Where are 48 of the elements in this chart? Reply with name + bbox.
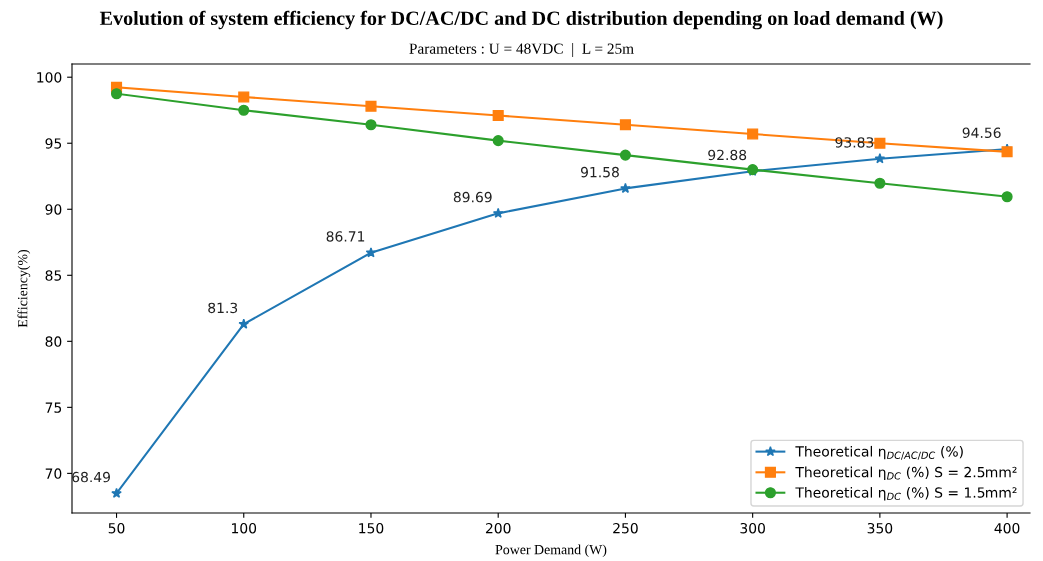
- y-tick-label: 70: [45, 468, 62, 479]
- point: [492, 135, 504, 147]
- point: [492, 207, 504, 218]
- point: [619, 149, 631, 161]
- x-tick-label: 400: [994, 522, 1020, 534]
- data-label: 92.88: [708, 149, 747, 161]
- legend-label: Theoretical η$_{DC}$ (%) S = 1.5mm²: [795, 487, 1017, 501]
- data-label: 91.58: [580, 166, 619, 178]
- x-tick-label: 350: [867, 522, 893, 534]
- x-axis-title: Power Demand (W): [495, 544, 607, 558]
- point: [238, 91, 250, 103]
- x-tick-label: 250: [613, 522, 638, 534]
- point: [238, 318, 250, 329]
- data-label: 81.3: [208, 302, 238, 314]
- legend-label: Theoretical η$_{DC}$ (%) S = 2.5mm²: [795, 466, 1017, 481]
- point: [1001, 146, 1013, 158]
- data-label: 86.71: [326, 231, 365, 242]
- point: [874, 137, 886, 149]
- point: [111, 487, 122, 498]
- point: [747, 128, 759, 140]
- x-tick-label: 50: [108, 522, 125, 534]
- x-tick-label: 100: [232, 522, 257, 534]
- point: [365, 119, 377, 131]
- y-tick-label: 85: [45, 270, 62, 281]
- y-axis-title: Efficiency(%): [17, 249, 31, 328]
- x-tick-label: 150: [359, 522, 384, 534]
- point: [1001, 191, 1013, 203]
- y-tick-label: 95: [45, 138, 62, 149]
- point: [620, 182, 631, 194]
- point: [110, 88, 123, 100]
- x-tick-label: 200: [485, 522, 511, 534]
- point: [874, 177, 886, 189]
- legend-label: Theoretical η$_{DC/AC/DC}$ (%): [795, 445, 963, 460]
- x-tick-label: 300: [740, 522, 765, 534]
- y-tick-label: 90: [45, 204, 62, 215]
- data-label: 89.69: [453, 191, 492, 203]
- point: [365, 247, 377, 258]
- chart-subtitle: Parameters : U = 48VDC | L = 25m: [409, 43, 634, 57]
- y-tick-label: 75: [45, 402, 62, 413]
- y-tick-label: 100: [37, 72, 62, 83]
- point: [874, 153, 886, 164]
- point: [365, 100, 377, 112]
- y-tick-label: 80: [45, 336, 62, 347]
- data-label: 94.56: [962, 127, 1001, 139]
- point: [492, 109, 504, 122]
- point: [619, 119, 631, 131]
- chart-title: Evolution of system efficiency for DC/AC/DC and DC distribution depending on load demand (W): [99, 10, 943, 30]
- point: [238, 104, 250, 116]
